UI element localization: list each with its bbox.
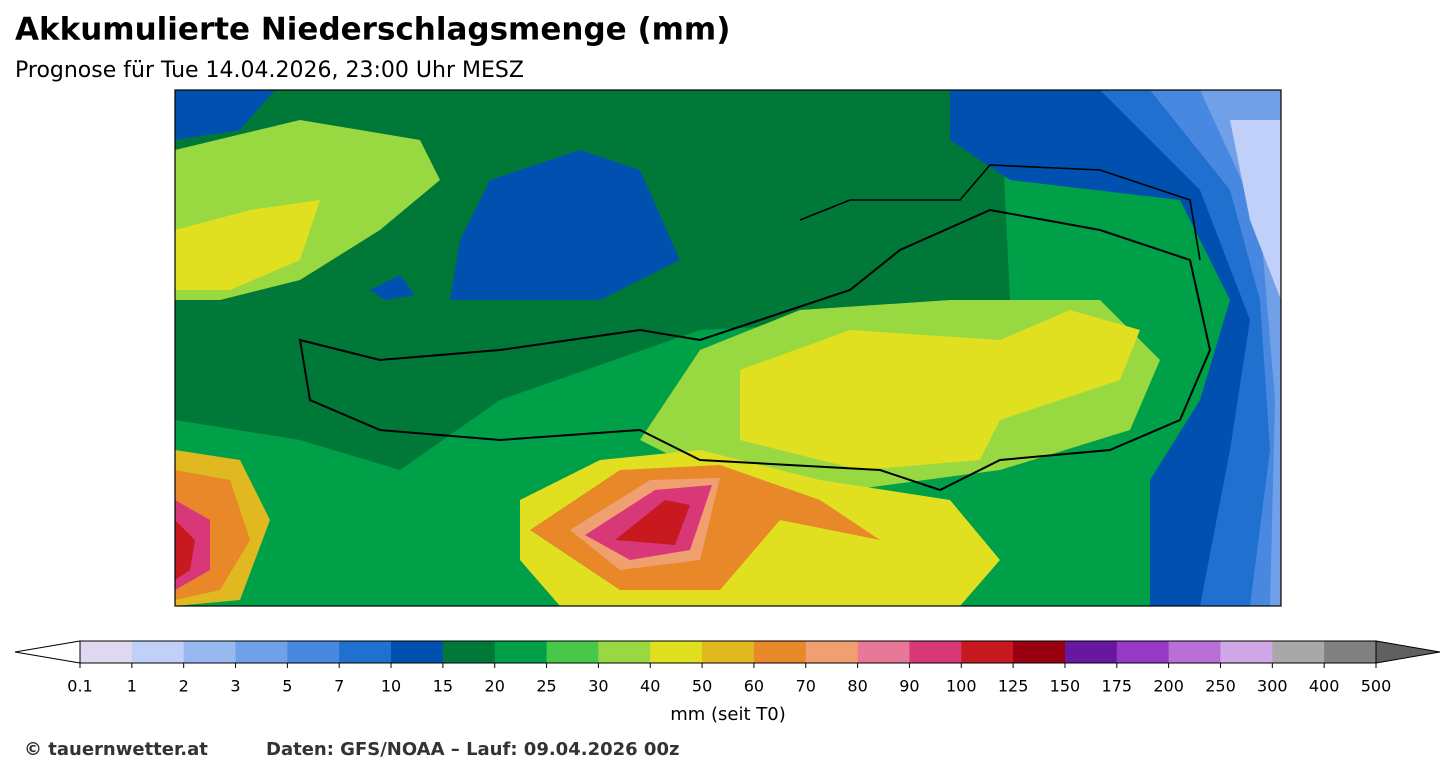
tick-label: 90 <box>899 677 919 696</box>
tick-label: 100 <box>946 677 977 696</box>
color-segment <box>805 641 859 663</box>
under-extension <box>14 640 81 664</box>
color-segment <box>546 641 599 663</box>
tick-label: 3 <box>230 677 240 696</box>
color-segment <box>494 641 548 663</box>
color-segment <box>287 641 340 663</box>
color-segment <box>909 641 962 663</box>
source: Daten: GFS/NOAA – Lauf: 09.04.2026 00z <box>266 739 679 760</box>
colorbar-frame <box>79 640 1377 664</box>
color-segment <box>1220 641 1273 663</box>
tick-label: 250 <box>1205 677 1236 696</box>
tick-label: 15 <box>433 677 453 696</box>
color-segment <box>598 641 651 663</box>
title: Akkumulierte Niederschlagsmenge (mm) <box>15 12 730 48</box>
color-segment <box>650 641 703 663</box>
color-segment <box>1064 641 1118 663</box>
tick-label: 7 <box>334 677 344 696</box>
tick-label: 25 <box>536 677 556 696</box>
tick-label: 80 <box>847 677 867 696</box>
colorbar: 0.1 1 2 3 5 7 10 15 20 25 30 40 50 60 70 80 90 100 125 150 1… <box>14 640 1441 696</box>
color-segment <box>339 641 392 663</box>
colorbar-label: mm (seit T0) <box>670 704 786 725</box>
tick-label: 5 <box>282 677 292 696</box>
tick-label: 2 <box>179 677 189 696</box>
tick-label: 40 <box>640 677 660 696</box>
tick-label: 150 <box>1050 677 1081 696</box>
tick-label: 175 <box>1102 677 1133 696</box>
tick-label: 1 <box>127 677 137 696</box>
tick-label: 300 <box>1257 677 1288 696</box>
color-segment <box>753 641 807 663</box>
tick-label: 125 <box>998 677 1029 696</box>
color-segment <box>857 641 910 663</box>
tick-label: 500 <box>1361 677 1392 696</box>
copyright: © tauernwetter.at <box>24 739 208 760</box>
color-segment <box>1116 641 1170 663</box>
tick-label: 70 <box>796 677 816 696</box>
tick-label: 30 <box>588 677 608 696</box>
color-segment <box>391 641 444 663</box>
tick-label: 400 <box>1309 677 1340 696</box>
color-segment <box>1272 641 1325 663</box>
color-segment <box>131 641 185 663</box>
color-segment <box>1168 641 1221 663</box>
tick-label: 0.1 <box>67 677 92 696</box>
color-segment <box>80 641 133 663</box>
color-segment <box>1324 641 1377 663</box>
tick-label: 200 <box>1153 677 1184 696</box>
subtitle: Prognose für Tue 14.04.2026, 23:00 Uhr M… <box>15 58 524 83</box>
tick-label: 10 <box>381 677 401 696</box>
over-extension <box>1375 640 1441 664</box>
color-segment <box>961 641 1014 663</box>
color-segment <box>702 641 755 663</box>
tick-label: 60 <box>744 677 764 696</box>
tick-label: 50 <box>692 677 712 696</box>
map <box>174 89 1282 607</box>
color-segment <box>183 641 237 663</box>
color-segment <box>1013 641 1066 663</box>
color-segment <box>442 641 496 663</box>
color-segment <box>235 641 288 663</box>
tick-label: 20 <box>485 677 505 696</box>
